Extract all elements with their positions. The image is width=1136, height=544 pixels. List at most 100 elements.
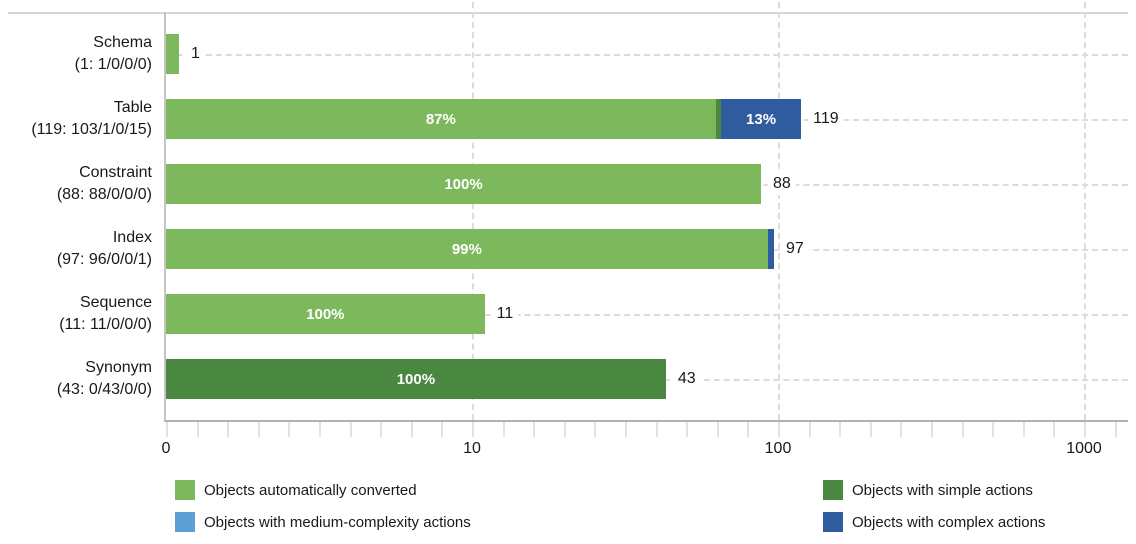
legend-item-auto: Objects automatically converted xyxy=(175,480,417,500)
category-name: Schema xyxy=(93,34,152,51)
x-axis-minor-tick xyxy=(1084,422,1086,437)
category-name: Index xyxy=(112,229,152,246)
gridline-vertical-1000 xyxy=(1084,2,1086,420)
bar-segment-simple: 100% xyxy=(166,359,666,399)
legend-label: Objects automatically converted xyxy=(204,481,417,499)
bar-segment-auto xyxy=(166,34,179,74)
x-axis-minor-tick xyxy=(717,422,719,437)
bar-sequence: 100% xyxy=(166,294,485,334)
x-axis-minor-tick xyxy=(686,422,688,437)
bar-total-label: 88 xyxy=(768,173,796,195)
category-detail: (11: 11/0/0/0) xyxy=(59,316,152,333)
x-axis-minor-tick xyxy=(503,422,505,437)
gridline-horizontal xyxy=(166,54,1128,56)
x-axis-minor-tick xyxy=(319,422,321,437)
category-label-synonym: Synonym (43: 0/43/0/0) xyxy=(0,357,152,401)
category-detail: (97: 96/0/0/1) xyxy=(56,251,152,268)
x-axis-minor-tick xyxy=(166,422,168,437)
x-axis-line xyxy=(164,420,1128,422)
bar-table: 87% 13% xyxy=(166,99,802,139)
category-label-sequence: Sequence (11: 11/0/0/0) xyxy=(0,292,152,336)
legend-swatch-medium xyxy=(175,512,195,532)
category-detail: (88: 88/0/0/0) xyxy=(56,186,152,203)
x-axis-minor-tick xyxy=(992,422,994,437)
x-axis-minor-tick xyxy=(1023,422,1025,437)
bar-segment-auto: 99% xyxy=(166,229,768,269)
bar-total-label: 97 xyxy=(780,238,809,260)
bar-total-label: 119 xyxy=(808,108,844,130)
bar-total-label: 11 xyxy=(491,303,519,325)
x-axis-tick-label-1000: 1000 xyxy=(1066,440,1102,457)
category-detail: (119: 103/1/0/15) xyxy=(31,121,152,138)
x-axis-minor-tick xyxy=(350,422,352,437)
category-label-constraint: Constraint (88: 88/0/0/0) xyxy=(0,162,152,206)
segment-percent-label: 100% xyxy=(444,175,483,193)
x-axis-minor-tick xyxy=(411,422,413,437)
x-axis-minor-tick xyxy=(931,422,933,437)
x-axis-minor-tick xyxy=(839,422,841,437)
legend-swatch-simple xyxy=(823,480,843,500)
category-detail: (43: 0/43/0/0) xyxy=(56,381,152,398)
x-axis-minor-tick xyxy=(1053,422,1055,437)
bar-schema xyxy=(166,34,179,74)
x-axis-tick-label-100: 100 xyxy=(764,440,792,457)
bar-segment-auto: 100% xyxy=(166,164,761,204)
x-axis-minor-tick xyxy=(594,422,596,437)
x-axis-minor-tick xyxy=(962,422,964,437)
x-axis-minor-tick xyxy=(533,422,535,437)
x-axis-minor-tick xyxy=(258,422,260,437)
legend-label: Objects with complex actions xyxy=(852,513,1046,531)
x-axis-minor-tick xyxy=(441,422,443,437)
segment-percent-label: 100% xyxy=(396,370,436,388)
x-axis-minor-tick xyxy=(1115,422,1117,437)
x-axis-minor-tick xyxy=(197,422,199,437)
category-label-table: Table (119: 103/1/0/15) xyxy=(0,97,152,141)
category-name: Table xyxy=(113,99,152,116)
bar-index: 99% xyxy=(166,229,774,269)
plot-top-border xyxy=(8,12,1128,14)
category-detail: (1: 1/0/0/0) xyxy=(74,56,152,73)
x-axis-minor-tick xyxy=(227,422,229,437)
x-axis-minor-tick xyxy=(747,422,749,437)
x-axis-tick-label-0: 0 xyxy=(161,440,171,457)
gridline-vertical-100 xyxy=(778,2,780,420)
bar-segment-complex: 13% xyxy=(721,99,802,139)
legend-label: Objects with simple actions xyxy=(852,481,1033,499)
bar-synonym: 100% xyxy=(166,359,666,399)
x-axis-minor-tick xyxy=(900,422,902,437)
category-label-schema: Schema (1: 1/0/0/0) xyxy=(0,32,152,76)
legend-swatch-complex xyxy=(823,512,843,532)
gridline-vertical-10 xyxy=(472,2,474,420)
legend-swatch-auto xyxy=(175,480,195,500)
x-axis-minor-tick xyxy=(778,422,780,437)
segment-percent-label: 87% xyxy=(425,110,456,128)
y-axis-line xyxy=(164,12,166,420)
bar-constraint: 100% xyxy=(166,164,761,204)
x-axis-tick-label-10: 10 xyxy=(463,440,481,457)
legend-item-complex: Objects with complex actions xyxy=(823,512,1045,532)
legend-item-medium: Objects with medium-complexity actions xyxy=(175,512,471,532)
x-axis-minor-tick xyxy=(380,422,382,437)
legend-item-simple: Objects with simple actions xyxy=(823,480,1033,500)
category-name: Sequence xyxy=(79,294,152,311)
x-axis-minor-tick xyxy=(656,422,658,437)
gridline-horizontal xyxy=(166,314,1128,316)
x-axis-minor-tick xyxy=(472,422,474,437)
segment-percent-label: 100% xyxy=(306,305,345,323)
x-axis-minor-tick xyxy=(564,422,566,437)
category-label-index: Index (97: 96/0/0/1) xyxy=(0,227,152,271)
x-axis-minor-tick xyxy=(870,422,872,437)
bar-segment-auto: 87% xyxy=(166,99,716,139)
category-name: Constraint xyxy=(79,164,152,181)
x-axis-minor-tick xyxy=(625,422,627,437)
x-axis-minor-tick xyxy=(288,422,290,437)
x-axis-minor-tick xyxy=(809,422,811,437)
bar-segment-complex xyxy=(767,229,774,269)
segment-percent-label: 13% xyxy=(746,110,777,128)
legend-label: Objects with medium-complexity actions xyxy=(204,513,471,531)
bar-total-label: 1 xyxy=(186,43,205,65)
bar-segment-auto: 100% xyxy=(166,294,485,334)
bar-total-label: 43 xyxy=(672,368,701,390)
segment-percent-label: 99% xyxy=(451,240,482,258)
